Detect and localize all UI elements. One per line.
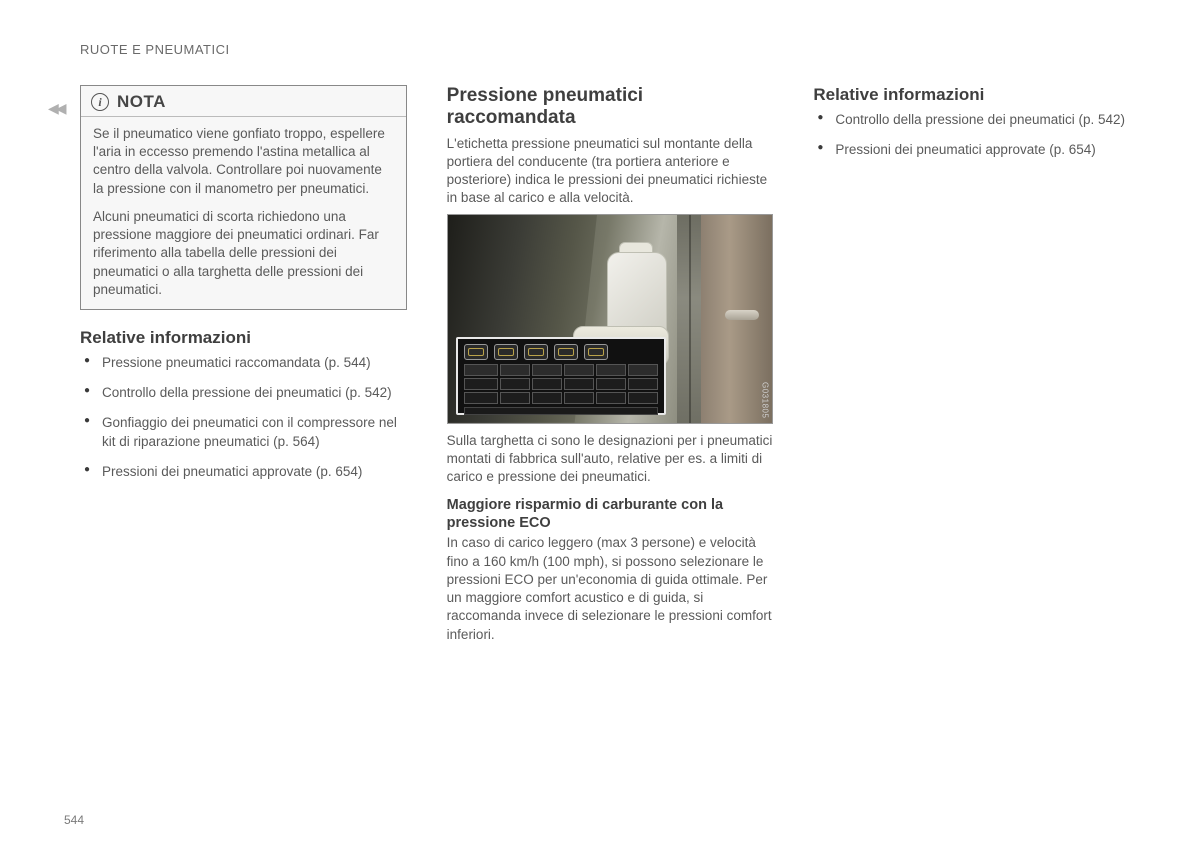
nota-paragraph: Alcuni pneumatici di scorta richiedono u…: [93, 208, 394, 299]
tire-label-figure: G031805: [447, 214, 774, 424]
related-info-heading: Relative informazioni: [80, 328, 407, 348]
nota-body: Se il pneumatico viene gonfiato troppo, …: [81, 117, 406, 309]
related-info-list: Controllo della pressione dei pneumatici…: [813, 111, 1140, 159]
list-item: Gonfiaggio dei pneumatici con il compres…: [80, 414, 407, 450]
label-icons-row: [464, 344, 658, 360]
column-1: i NOTA Se il pneumatico viene gonfiato t…: [80, 85, 407, 644]
pressure-icon: [554, 344, 578, 360]
list-item: Pressioni dei pneumatici approvate (p. 6…: [813, 141, 1140, 159]
list-item: Pressioni dei pneumatici approvate (p. 6…: [80, 463, 407, 481]
tire-pressure-label: [456, 337, 666, 415]
pressure-icon: [584, 344, 608, 360]
nota-paragraph: Se il pneumatico viene gonfiato troppo, …: [93, 125, 394, 198]
door-handle: [725, 310, 759, 320]
related-info-heading: Relative informazioni: [813, 85, 1140, 105]
speed-icon: [524, 344, 548, 360]
pillar-edge: [689, 215, 691, 423]
tire-icon: [464, 344, 488, 360]
page-number: 544: [64, 813, 84, 827]
info-icon: i: [91, 93, 109, 111]
image-code: G031805: [760, 382, 769, 418]
topic-title: Pressione pneumatici raccomandata: [447, 85, 774, 129]
nota-header: i NOTA: [81, 86, 406, 117]
list-item: Controllo della pressione dei pneumatici…: [813, 111, 1140, 129]
column-2: Pressione pneumatici raccomandata L'etic…: [447, 85, 774, 644]
related-info-list: Pressione pneumatici raccomandata (p. 54…: [80, 354, 407, 481]
continuation-arrows-icon: ◀◀: [48, 100, 64, 117]
load-icon: [494, 344, 518, 360]
figure-caption: Sulla targhetta ci sono le designazioni …: [447, 432, 774, 487]
label-grid: [464, 364, 658, 404]
column-3: Relative informazioni Controllo della pr…: [813, 85, 1140, 644]
content-columns: i NOTA Se il pneumatico viene gonfiato t…: [80, 85, 1140, 644]
section-header: RUOTE E PNEUMATICI: [80, 42, 1140, 57]
nota-box: i NOTA Se il pneumatico viene gonfiato t…: [80, 85, 407, 310]
nota-title: NOTA: [117, 92, 166, 112]
intro-paragraph: L'etichetta pressione pneumatici sul mon…: [447, 135, 774, 208]
list-item: Controllo della pressione dei pneumatici…: [80, 384, 407, 402]
list-item: Pressione pneumatici raccomandata (p. 54…: [80, 354, 407, 372]
eco-subheading: Maggiore risparmio di carburante con la …: [447, 496, 774, 532]
eco-paragraph: In caso di carico leggero (max 3 persone…: [447, 534, 774, 643]
label-footer: [464, 407, 658, 415]
